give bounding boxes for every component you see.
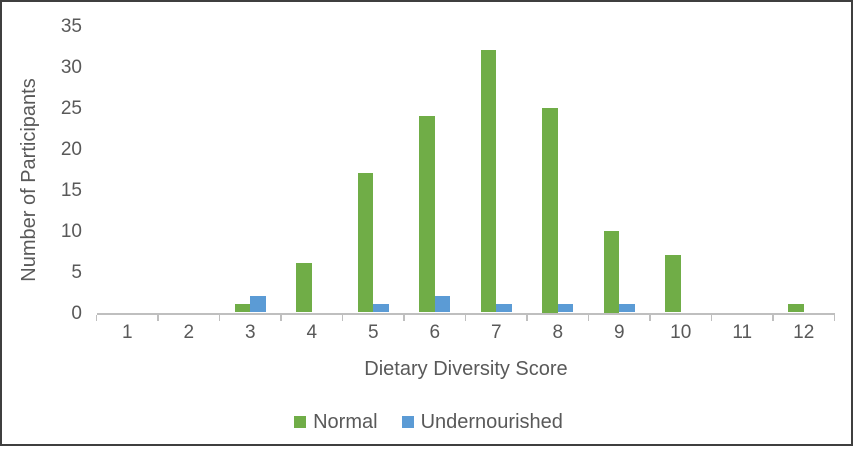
bar-normal-3	[234, 304, 251, 313]
x-tick-label-4: 4	[306, 322, 318, 343]
bar-normal-4	[296, 263, 312, 313]
bar-normal-7	[480, 50, 497, 313]
bar-normal-12	[788, 304, 804, 313]
bar-normal-5	[357, 173, 374, 313]
bar-undernourished-9	[619, 304, 635, 313]
x-axis-tick	[280, 314, 282, 321]
bar-undernourished-8	[557, 304, 574, 313]
x-axis-title: Dietary Diversity Score	[364, 358, 568, 380]
x-axis-tick	[649, 314, 651, 321]
bar-undernourished-6	[434, 296, 451, 313]
x-tick-label-6: 6	[429, 322, 441, 343]
legend: Normal Undernourished	[2, 412, 855, 432]
x-tick-label-11: 11	[732, 322, 753, 343]
x-tick-label-12: 12	[793, 322, 815, 343]
legend-item-normal: Normal	[294, 411, 378, 433]
legend-swatch-normal	[294, 416, 307, 428]
y-tick-label-15: 15	[60, 179, 82, 201]
y-tick-label-25: 25	[60, 97, 82, 119]
y-tick-label-5: 5	[71, 261, 82, 283]
x-tick-label-5: 5	[367, 322, 379, 343]
legend-item-undernourished: Undernourished	[401, 411, 563, 433]
x-axis-tick	[341, 314, 344, 321]
y-tick-label-35: 35	[60, 15, 82, 37]
bar-normal-9	[603, 230, 620, 313]
x-tick-label-3: 3	[244, 322, 256, 343]
x-axis-tick	[833, 314, 836, 321]
x-tick-label-8: 8	[552, 322, 564, 343]
y-tick-label-0: 0	[71, 302, 82, 324]
x-axis-tick	[464, 314, 467, 321]
bar-undernourished-3	[250, 296, 266, 313]
x-tick-label-7: 7	[490, 322, 502, 343]
bar-undernourished-5	[373, 304, 389, 313]
bar-normal-10	[665, 255, 681, 313]
x-axis-tick	[218, 314, 221, 321]
x-axis-tick	[95, 314, 98, 321]
y-tick-label-20: 20	[60, 138, 82, 160]
bar-normal-6	[419, 115, 435, 313]
legend-label-undernourished: Undernourished	[420, 411, 563, 433]
x-axis-line	[96, 312, 835, 315]
x-axis-tick	[710, 314, 713, 321]
x-tick-label-1: 1	[121, 322, 133, 343]
bar-normal-8	[542, 107, 558, 313]
x-axis-tick	[772, 314, 774, 321]
x-axis-tick	[526, 314, 528, 321]
x-tick-label-2: 2	[183, 322, 195, 343]
legend-label-normal: Normal	[313, 411, 378, 433]
x-axis-tick	[157, 314, 159, 321]
x-axis-tick	[587, 314, 590, 321]
bar-undernourished-7	[496, 304, 512, 313]
legend-swatch-undernourished	[401, 416, 414, 428]
x-tick-label-10: 10	[670, 322, 692, 343]
y-tick-label-30: 30	[60, 56, 82, 78]
x-tick-label-9: 9	[613, 322, 625, 343]
y-tick-label-10: 10	[60, 220, 82, 242]
x-axis-tick	[403, 314, 405, 321]
